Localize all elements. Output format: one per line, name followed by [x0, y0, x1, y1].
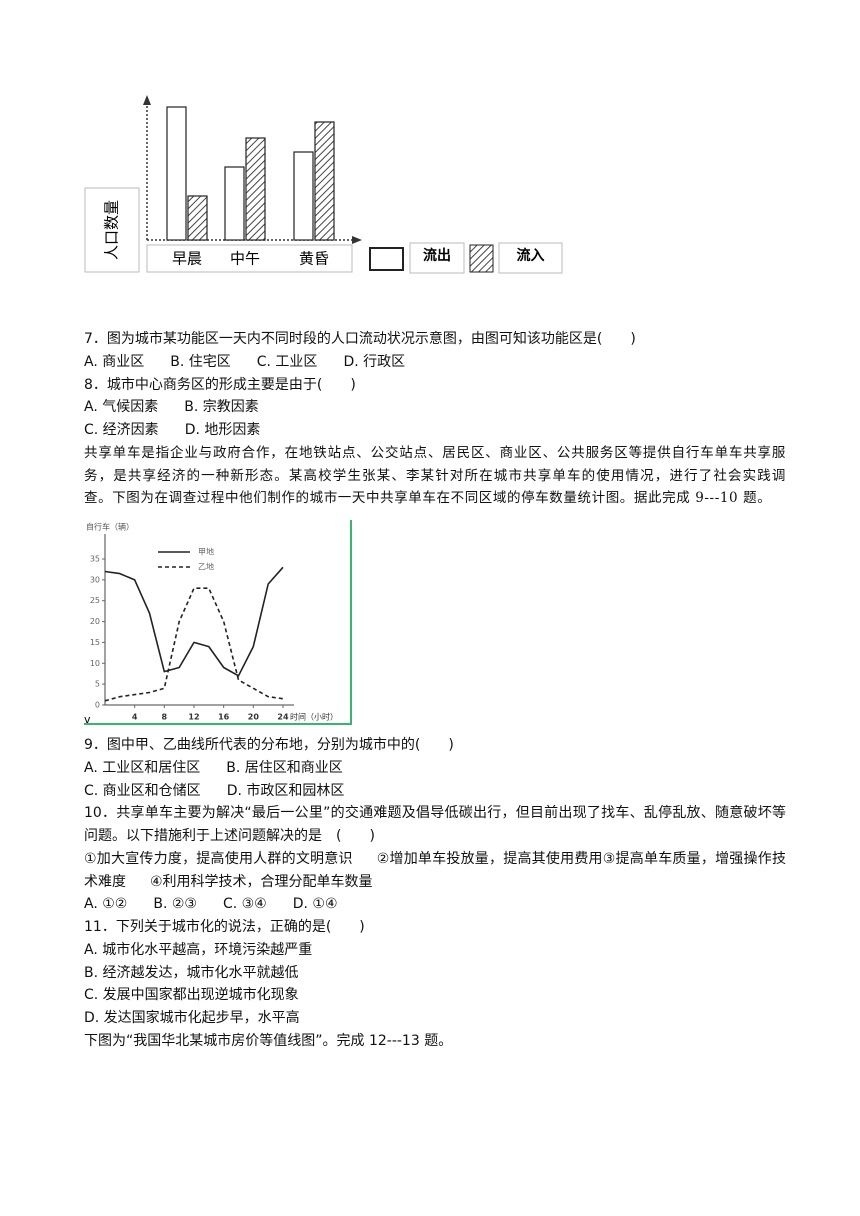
bar	[187, 195, 208, 241]
y-axis-label: 人口数量	[103, 200, 121, 260]
option: A. 工业区和居住区	[84, 759, 201, 776]
options: A. ①② B. ②③ C. ③④ D. ①④	[84, 893, 786, 916]
option: C. 发展中国家都出现逆城市化现象	[84, 987, 299, 1004]
figure: 自行车（辆） 0 5 10 15 20 25 30 35 4 8 12 16 20 24 时间（小时） 甲地乙地…	[84, 510, 786, 734]
bar	[245, 137, 266, 241]
x-arrow	[352, 236, 362, 244]
x-tick-label: 8	[162, 713, 168, 722]
legend-box	[409, 242, 465, 274]
option-row: A. 气候因素 B. 宗教因素	[84, 396, 786, 419]
option-row: A. 城市化水平越高，环境污染越严重	[84, 939, 786, 962]
options: A. 工业区和居住区 B. 居住区和商业区 C. 商业区和仓储区 D. 市政区和园林区	[84, 757, 786, 803]
data-line	[104, 587, 284, 702]
bar	[224, 166, 245, 241]
option: D. ①④	[292, 896, 338, 913]
option: D. 发达国家城市化起步早，水平高	[84, 1010, 300, 1026]
option: C. 商业区和仓储区	[84, 782, 201, 799]
option: B. 经济越发达，城市化水平就越低	[84, 964, 299, 981]
option: A. 商业区	[84, 353, 145, 370]
data-line	[104, 566, 284, 677]
legend-label: 乙地	[198, 562, 214, 572]
bike-parking-chart: 自行车（辆） 0 5 10 15 20 25 30 35 4 8 12 16 20 24 时间（小时） 甲地乙地…	[84, 520, 352, 726]
question-stem: 8．城市中心商务区的形成主要是由于( )	[84, 376, 356, 393]
legend-label: 流入	[517, 247, 545, 264]
question-stem: 7．图为城市某功能区一天内不同时段的人口流动状况示意图，由图可知该功能区是( )	[84, 331, 636, 347]
option: A. 气候因素	[84, 399, 159, 416]
x-tick-label: 16	[218, 713, 230, 722]
option: B. 住宅区	[170, 353, 231, 370]
bar	[166, 106, 187, 241]
y-arrow	[143, 95, 151, 105]
passage: 共享单车是指企业与政府合作，在地铁站点、公交站点、居民区、商业区、公共服务区等提…	[84, 444, 786, 507]
statement: ②增加单车投放量，提高其使用费用	[376, 850, 603, 867]
option: D. 地形因素	[184, 422, 261, 438]
figure-note: v	[84, 713, 91, 726]
bar	[293, 151, 314, 241]
y-axis-label: 自行车（辆）	[86, 522, 134, 532]
option-row: C. 商业区和仓储区 D. 市政区和园林区	[84, 780, 786, 803]
statements: ①加大宣传力度，提高使用人群的文明意识 ②增加单车投放量，提高其使用费用③提高单车…	[84, 848, 786, 894]
options: A. 气候因素 B. 宗教因素 C. 经济因素 D. 地形因素	[84, 396, 786, 442]
options: A. 商业区 B. 住宅区 C. 工业区 D. 行政区	[84, 351, 786, 374]
category-label: 中午	[230, 250, 260, 268]
x-axis-label: 时间（小时）	[290, 712, 338, 722]
option: D. 行政区	[343, 353, 406, 370]
statement: ③提高单车质量，增强操作技术难度	[84, 850, 786, 890]
option: A. ①②	[84, 896, 128, 913]
option: D. 市政区和园林区	[226, 782, 345, 799]
x-tick-label: 24	[277, 713, 289, 722]
legend-label: 甲地	[198, 547, 214, 557]
y-tick-label: 0	[95, 701, 100, 710]
option-row: A. 工业区和居住区 B. 居住区和商业区	[84, 757, 786, 780]
x-tick-label: 4	[132, 713, 138, 722]
question-stem: 10．共享单车主要为解决“最后一公里”的交通难题及倡导低碳出行，但目前出现了找车…	[84, 805, 786, 844]
y-tick-label: 30	[90, 575, 100, 584]
x-tick-label: 12	[188, 713, 199, 722]
y-tick-label: 35	[90, 555, 100, 564]
option: C. ③④	[222, 896, 267, 913]
y-tick-label: 10	[90, 659, 100, 668]
option: B. 宗教因素	[184, 399, 259, 416]
intro: 下图为“我国华北某城市房价等值线图”。完成 12---13 题。	[84, 1032, 453, 1049]
option-row: C. 发展中国家都出现逆城市化现象	[84, 984, 786, 1007]
legend-box	[498, 242, 563, 274]
option-row: A. ①② B. ②③ C. ③④ D. ①④	[84, 893, 786, 916]
category-label: 黄昏	[299, 250, 329, 268]
y-tick-label: 20	[90, 617, 100, 626]
option-row: A. 商业区 B. 住宅区 C. 工业区 D. 行政区	[84, 351, 786, 374]
question-stem: 9．图中甲、乙曲线所代表的分布地，分别为城市中的( )	[84, 737, 454, 753]
legend-swatch	[469, 244, 494, 273]
options: A. 城市化水平越高，环境污染越严重 B. 经济越发达，城市化水平就越低 C. 发展…	[84, 939, 786, 1030]
legend-label: 流出	[423, 247, 451, 264]
option: B. 居住区和商业区	[226, 759, 343, 776]
option: A. 城市化水平越高，环境污染越严重	[84, 941, 313, 958]
y-tick-label: 5	[95, 680, 100, 689]
option-row: D. 发达国家城市化起步早，水平高	[84, 1007, 786, 1030]
y-label-box	[84, 187, 140, 273]
question-stem: 11．下列关于城市化的说法，正确的是( )	[84, 919, 365, 935]
option: C. 工业区	[256, 353, 318, 370]
question-flow: 7．图为城市某功能区一天内不同时段的人口流动状况示意图，由图可知该功能区是( )…	[84, 328, 786, 1053]
legend-swatch	[369, 247, 404, 271]
option: C. 经济因素	[84, 422, 159, 438]
statement: ④利用科学技术，合理分配单车数量	[150, 873, 373, 890]
option-row: C. 经济因素 D. 地形因素	[84, 419, 786, 442]
option: B. ②③	[153, 896, 197, 913]
y-tick-label: 25	[90, 596, 100, 605]
category-box	[146, 244, 353, 273]
x-tick-label: 20	[248, 713, 260, 722]
population-flow-chart: 人口数量早晨 中午 黄昏 流出 流入	[84, 95, 563, 274]
bar	[314, 121, 335, 241]
statement: ①加大宣传力度，提高使用人群的文明意识	[84, 850, 353, 867]
y-tick-label: 15	[90, 638, 100, 647]
option-row: B. 经济越发达，城市化水平就越低	[84, 962, 786, 985]
category-label: 早晨	[172, 250, 202, 268]
